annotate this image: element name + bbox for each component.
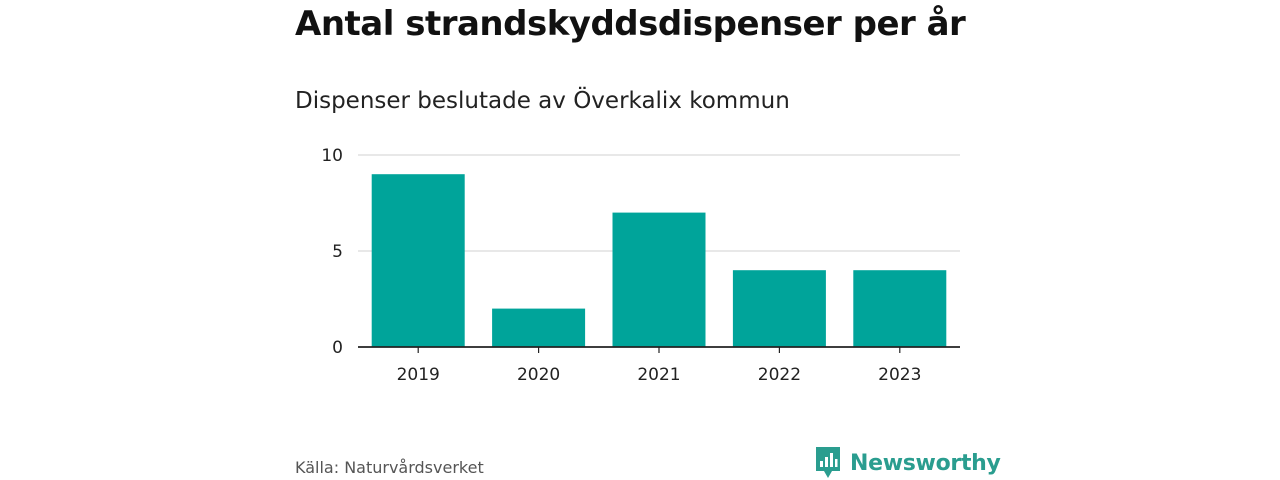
brand-logo: Newsworthy <box>814 446 1001 480</box>
x-tick-label: 2020 <box>517 365 560 385</box>
chart-title: Antal strandskyddsdispenser per år <box>295 4 966 44</box>
bars <box>371 174 947 347</box>
x-tick-labels: 2019 2020 2021 2022 2023 <box>397 347 921 385</box>
x-tick-label: 2023 <box>878 365 921 385</box>
y-tick-labels: 0 5 10 <box>321 146 343 358</box>
y-tick-label: 0 <box>332 338 343 358</box>
bar-2019 <box>371 174 465 347</box>
bar-2023 <box>853 270 947 347</box>
chart-subtitle: Dispenser beslutade av Överkalix kommun <box>295 88 790 114</box>
y-tick-label: 5 <box>332 242 343 262</box>
newsworthy-logo-icon <box>816 447 840 478</box>
x-tick-label: 2021 <box>637 365 680 385</box>
x-tick-label: 2019 <box>397 365 440 385</box>
bar-2020 <box>492 308 586 347</box>
source-note: Källa: Naturvårdsverket <box>295 458 484 477</box>
y-tick-label: 10 <box>321 146 343 166</box>
bar-2021 <box>612 212 706 347</box>
brand-name: Newsworthy <box>850 450 1001 476</box>
x-tick-label: 2022 <box>758 365 801 385</box>
bar-chart: 0 5 10 2019 2020 2021 2022 2023 <box>321 146 960 385</box>
bar-2022 <box>732 270 826 347</box>
